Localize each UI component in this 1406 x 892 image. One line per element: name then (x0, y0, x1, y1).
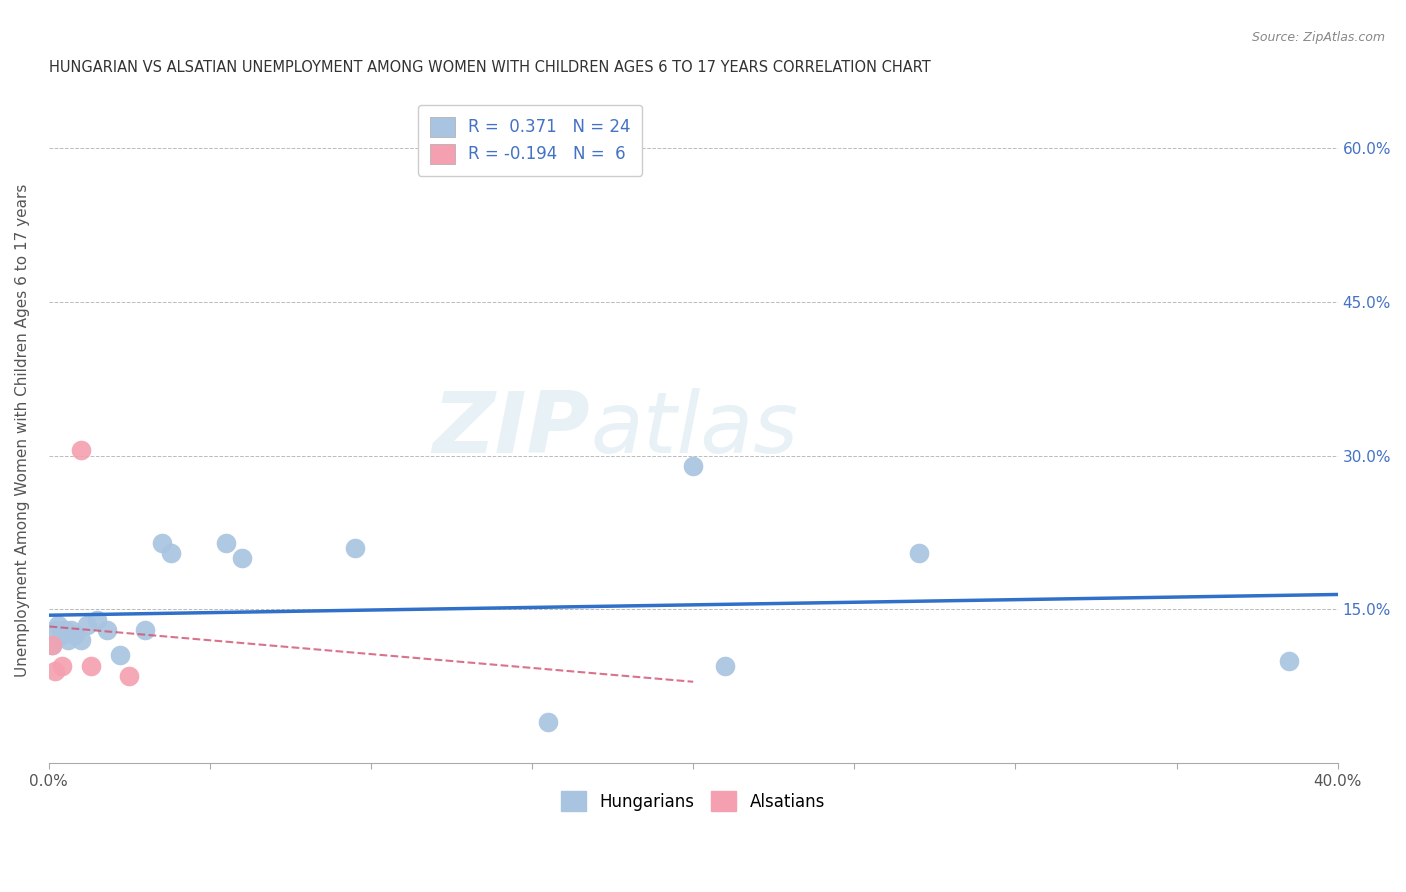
Y-axis label: Unemployment Among Women with Children Ages 6 to 17 years: Unemployment Among Women with Children A… (15, 183, 30, 676)
Text: HUNGARIAN VS ALSATIAN UNEMPLOYMENT AMONG WOMEN WITH CHILDREN AGES 6 TO 17 YEARS : HUNGARIAN VS ALSATIAN UNEMPLOYMENT AMONG… (49, 60, 931, 75)
Text: ZIP: ZIP (433, 388, 591, 471)
Point (118, 669, 141, 683)
Point (44, 664, 66, 678)
Point (86, 613, 108, 627)
Point (48, 617, 70, 632)
Point (682, 458, 704, 473)
Point (96, 623, 118, 637)
Point (714, 658, 737, 673)
Point (41, 638, 63, 652)
Point (231, 551, 253, 566)
Point (70, 633, 93, 648)
Point (60, 623, 83, 637)
Point (907, 546, 929, 560)
Point (51, 658, 73, 673)
Point (63, 628, 86, 642)
Point (134, 623, 156, 637)
Point (160, 546, 183, 560)
Text: Source: ZipAtlas.com: Source: ZipAtlas.com (1251, 31, 1385, 45)
Point (44, 623, 66, 637)
Legend: Hungarians, Alsatians: Hungarians, Alsatians (551, 781, 835, 822)
Point (79, 658, 101, 673)
Point (1278, 654, 1301, 668)
Text: atlas: atlas (591, 388, 799, 471)
Point (215, 535, 238, 549)
Point (537, 715, 560, 730)
Point (56, 633, 79, 648)
Point (343, 541, 366, 555)
Point (53, 623, 76, 637)
Point (76, 617, 98, 632)
Point (108, 648, 131, 663)
Point (70, 443, 93, 458)
Point (41, 638, 63, 652)
Point (51, 628, 73, 642)
Point (150, 535, 173, 549)
